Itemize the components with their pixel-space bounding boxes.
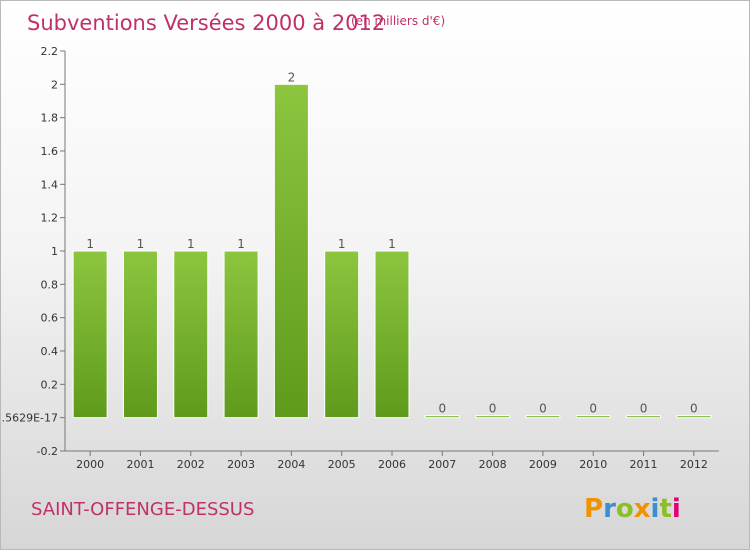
x-tick-label: 2009 [529,458,557,471]
data-label-2000: 1 [86,237,94,251]
x-tick-label: 2011 [630,458,658,471]
data-label-2003: 1 [237,237,245,251]
x-tick-label: 2008 [479,458,507,471]
y-tick-label: 0.4 [41,345,59,358]
data-label-2006: 1 [388,237,396,251]
bar-2003 [223,250,259,419]
data-label-2011: 0 [640,402,648,416]
bar-2011 [626,415,662,419]
data-label-2005: 1 [338,237,346,251]
data-label-2010: 0 [589,402,597,416]
y-tick-label: 0.2 [41,378,59,391]
x-tick-label: 2010 [579,458,607,471]
unit-note: (en milliers d'€) [351,14,445,28]
y-tick-label: 0.6 [41,312,59,325]
x-tick-label: 2012 [680,458,708,471]
y-tick-label: 1 [51,245,58,258]
bar-2001 [122,250,158,419]
data-label-2009: 0 [539,402,547,416]
y-tick-label: -0.2 [37,445,58,458]
bar-2005 [324,250,360,419]
y-tick-label: 2.2 [41,45,59,58]
x-tick-label: 2002 [177,458,205,471]
data-label-2001: 1 [137,237,145,251]
y-tick-label: 1.6 [41,145,59,158]
bar-2002 [173,250,209,419]
data-label-2002: 1 [187,237,195,251]
x-tick-label: 2004 [277,458,305,471]
x-tick-label: 2001 [126,458,154,471]
bar-2009 [525,415,561,419]
x-tick-label: 2006 [378,458,406,471]
x-tick-label: 2000 [76,458,104,471]
logo-letter: o [616,494,634,524]
logo-letter: i [672,494,681,524]
logo-letter: t [659,494,671,524]
chart-title: Subventions Versées 2000 à 2012 [27,11,385,35]
y-tick-label: -1.5629E-17 [1,412,58,425]
logo-letter: r [603,494,616,524]
y-tick-label: 1.2 [41,212,59,225]
logo-letter: x [634,494,651,524]
y-tick-label: 1.8 [41,112,59,125]
logo-letter: i [651,494,660,524]
data-label-2004: 2 [288,70,296,84]
proxiti-logo: Proxiti [584,494,681,524]
x-tick-label: 2005 [328,458,356,471]
data-label-2012: 0 [690,402,698,416]
bar-2010 [575,415,611,419]
bars: 1 1 1 1 2 1 1 0 0 0 0 0 0 [72,70,712,419]
y-tick-label: 2 [51,78,58,91]
bar-2012 [676,415,712,419]
data-label-2008: 0 [489,402,497,416]
data-label-2007: 0 [438,402,446,416]
x-tick-label: 2003 [227,458,255,471]
bar-2004 [273,83,309,419]
y-tick-label: 1.4 [41,178,59,191]
y-tick-label: 0.8 [41,278,59,291]
axes: -0.2 -1.5629E-17 0.2 0.4 0.6 0.8 1 1.2 1.4 1.6 1.8… [1,45,719,471]
bar-2008 [475,415,511,419]
bar-2000 [72,250,108,419]
bar-2006 [374,250,410,419]
logo-letter: P [584,494,603,524]
bar-2007 [424,415,460,419]
x-tick-label: 2007 [428,458,456,471]
commune-name: SAINT-OFFENGE-DESSUS [31,499,254,520]
